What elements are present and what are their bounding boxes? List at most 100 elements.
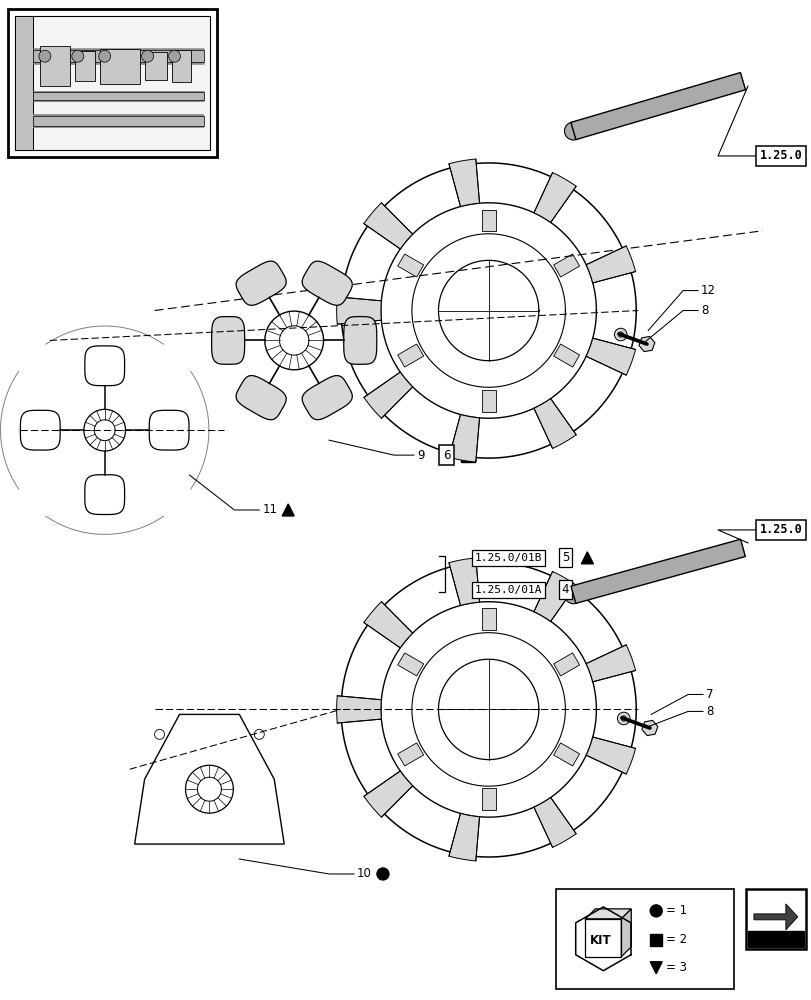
Text: 8: 8 (706, 705, 713, 718)
Polygon shape (397, 344, 423, 367)
Polygon shape (553, 344, 579, 367)
Polygon shape (363, 771, 412, 817)
Circle shape (650, 905, 661, 917)
Circle shape (357, 704, 367, 714)
Polygon shape (236, 261, 285, 305)
Circle shape (357, 306, 367, 316)
FancyBboxPatch shape (33, 92, 204, 100)
Polygon shape (753, 904, 797, 930)
Circle shape (217, 355, 225, 363)
Polygon shape (282, 504, 294, 516)
Text: 4: 4 (561, 583, 569, 596)
Polygon shape (397, 653, 423, 676)
Polygon shape (570, 73, 744, 140)
Circle shape (546, 595, 556, 605)
Polygon shape (397, 254, 423, 277)
Text: 1.25.0/01B: 1.25.0/01B (474, 553, 542, 563)
Text: = 2: = 2 (665, 933, 686, 946)
Polygon shape (534, 399, 576, 448)
FancyBboxPatch shape (556, 889, 733, 989)
Polygon shape (585, 909, 630, 919)
Circle shape (387, 387, 397, 397)
Circle shape (461, 181, 471, 191)
Polygon shape (553, 653, 579, 676)
Text: 1.25.0: 1.25.0 (759, 523, 802, 536)
Circle shape (602, 661, 611, 671)
Circle shape (311, 264, 318, 272)
Circle shape (343, 391, 350, 398)
Text: 9: 9 (416, 449, 424, 462)
Polygon shape (586, 338, 635, 375)
Circle shape (546, 415, 556, 425)
Circle shape (311, 409, 318, 417)
Circle shape (546, 814, 556, 824)
FancyBboxPatch shape (8, 9, 217, 157)
Polygon shape (534, 571, 576, 621)
Circle shape (461, 580, 471, 590)
Circle shape (270, 409, 277, 417)
Polygon shape (460, 448, 474, 462)
Text: 12: 12 (700, 284, 715, 297)
Polygon shape (448, 415, 479, 462)
Polygon shape (481, 390, 495, 412)
Circle shape (564, 122, 581, 140)
Text: = 3: = 3 (665, 961, 686, 974)
Polygon shape (534, 173, 576, 222)
Polygon shape (149, 410, 189, 450)
Text: 7: 7 (706, 688, 713, 701)
Polygon shape (747, 931, 803, 947)
Circle shape (602, 748, 611, 758)
Circle shape (270, 264, 277, 272)
Circle shape (238, 283, 245, 290)
Polygon shape (481, 788, 495, 810)
Circle shape (387, 224, 397, 234)
Polygon shape (553, 254, 579, 277)
Text: 1.25.0/01A: 1.25.0/01A (474, 585, 542, 595)
Text: 5: 5 (561, 551, 569, 564)
FancyBboxPatch shape (33, 50, 204, 62)
Circle shape (141, 50, 153, 62)
Circle shape (376, 868, 388, 880)
Circle shape (39, 50, 51, 62)
Polygon shape (363, 203, 412, 249)
FancyBboxPatch shape (171, 50, 191, 82)
Circle shape (363, 355, 371, 363)
Polygon shape (302, 376, 352, 420)
Polygon shape (570, 539, 744, 603)
Circle shape (614, 328, 626, 341)
Circle shape (602, 262, 611, 272)
Circle shape (343, 283, 350, 290)
Circle shape (238, 391, 245, 398)
FancyBboxPatch shape (745, 889, 805, 949)
Circle shape (387, 623, 397, 633)
Polygon shape (650, 962, 661, 974)
Polygon shape (135, 714, 284, 844)
Circle shape (620, 716, 625, 721)
Circle shape (546, 196, 556, 206)
Polygon shape (650, 934, 661, 946)
FancyBboxPatch shape (144, 52, 166, 80)
Polygon shape (581, 552, 593, 564)
Polygon shape (534, 798, 576, 847)
FancyBboxPatch shape (100, 49, 139, 84)
Text: KIT: KIT (589, 934, 611, 947)
Polygon shape (84, 346, 124, 386)
FancyBboxPatch shape (40, 46, 70, 86)
Polygon shape (397, 743, 423, 766)
Circle shape (617, 332, 623, 337)
Circle shape (564, 586, 581, 604)
Circle shape (577, 584, 589, 596)
Polygon shape (363, 602, 412, 648)
Circle shape (99, 50, 110, 62)
FancyBboxPatch shape (15, 16, 33, 150)
Circle shape (387, 786, 397, 796)
Circle shape (169, 50, 180, 62)
Polygon shape (448, 813, 479, 861)
Polygon shape (481, 608, 495, 630)
Text: = 1: = 1 (665, 904, 686, 917)
Polygon shape (586, 246, 635, 283)
Polygon shape (363, 372, 412, 418)
Circle shape (461, 430, 471, 440)
Polygon shape (481, 210, 495, 231)
Text: 8: 8 (700, 304, 707, 317)
